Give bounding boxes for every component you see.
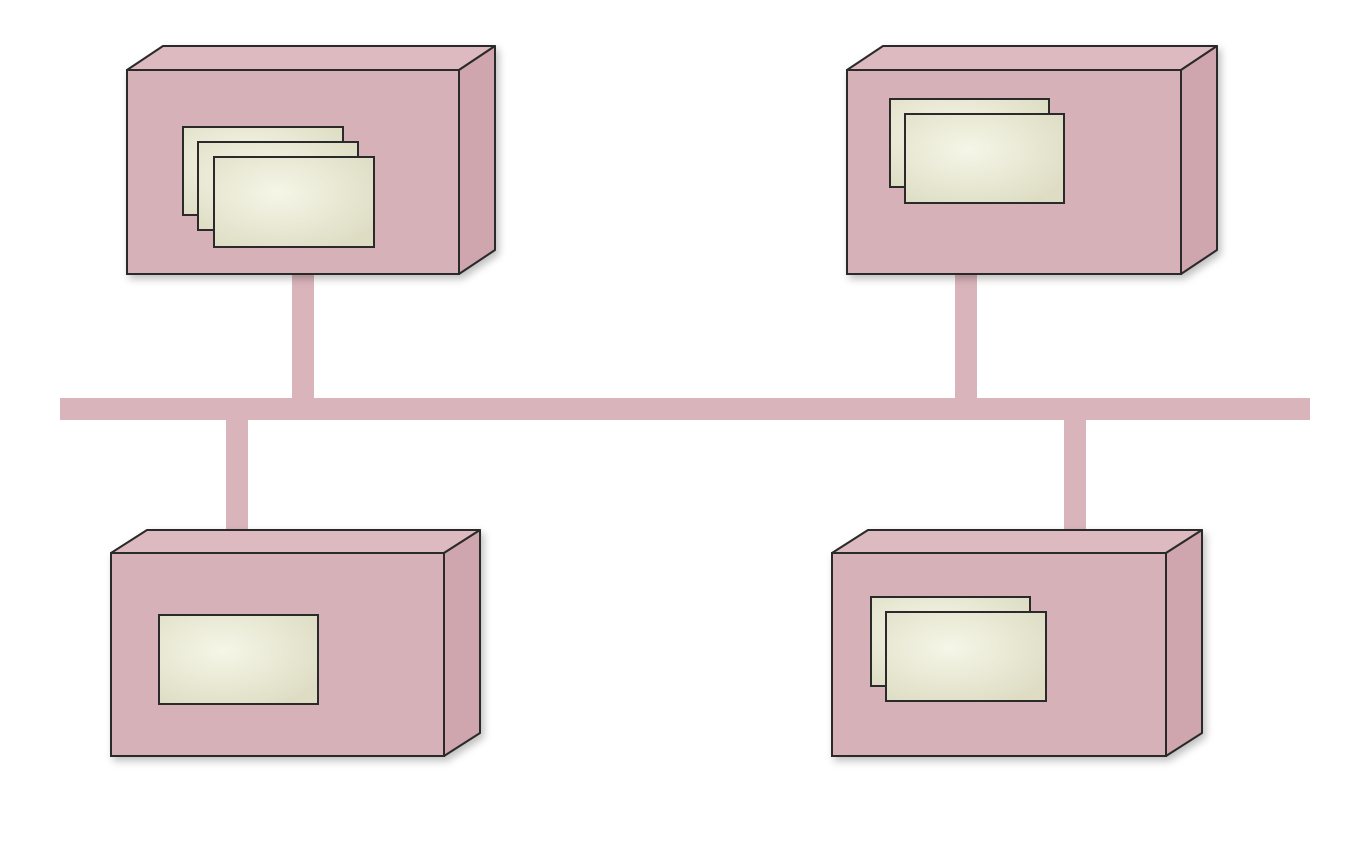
node-side-face <box>443 529 481 757</box>
artifact <box>885 611 1047 702</box>
connector-bottom-right <box>1064 418 1086 530</box>
connector-top-left <box>292 272 314 400</box>
node-side-face <box>1180 45 1218 275</box>
artifact-stack <box>889 98 1065 204</box>
node-top-face <box>126 45 496 71</box>
node-side-face <box>458 45 496 275</box>
connector-bottom-left <box>226 418 248 530</box>
connector-top-right <box>955 272 977 400</box>
artifact <box>904 113 1065 204</box>
artifact-stack <box>182 126 375 248</box>
node-side-face <box>1165 529 1203 757</box>
network-bus <box>60 398 1310 420</box>
artifact-stack <box>158 614 319 705</box>
artifact-stack <box>870 596 1047 702</box>
node-top-face <box>110 529 481 554</box>
artifact <box>213 156 375 248</box>
artifact <box>158 614 319 705</box>
node-top-face <box>831 529 1203 554</box>
node-top-face <box>846 45 1218 71</box>
